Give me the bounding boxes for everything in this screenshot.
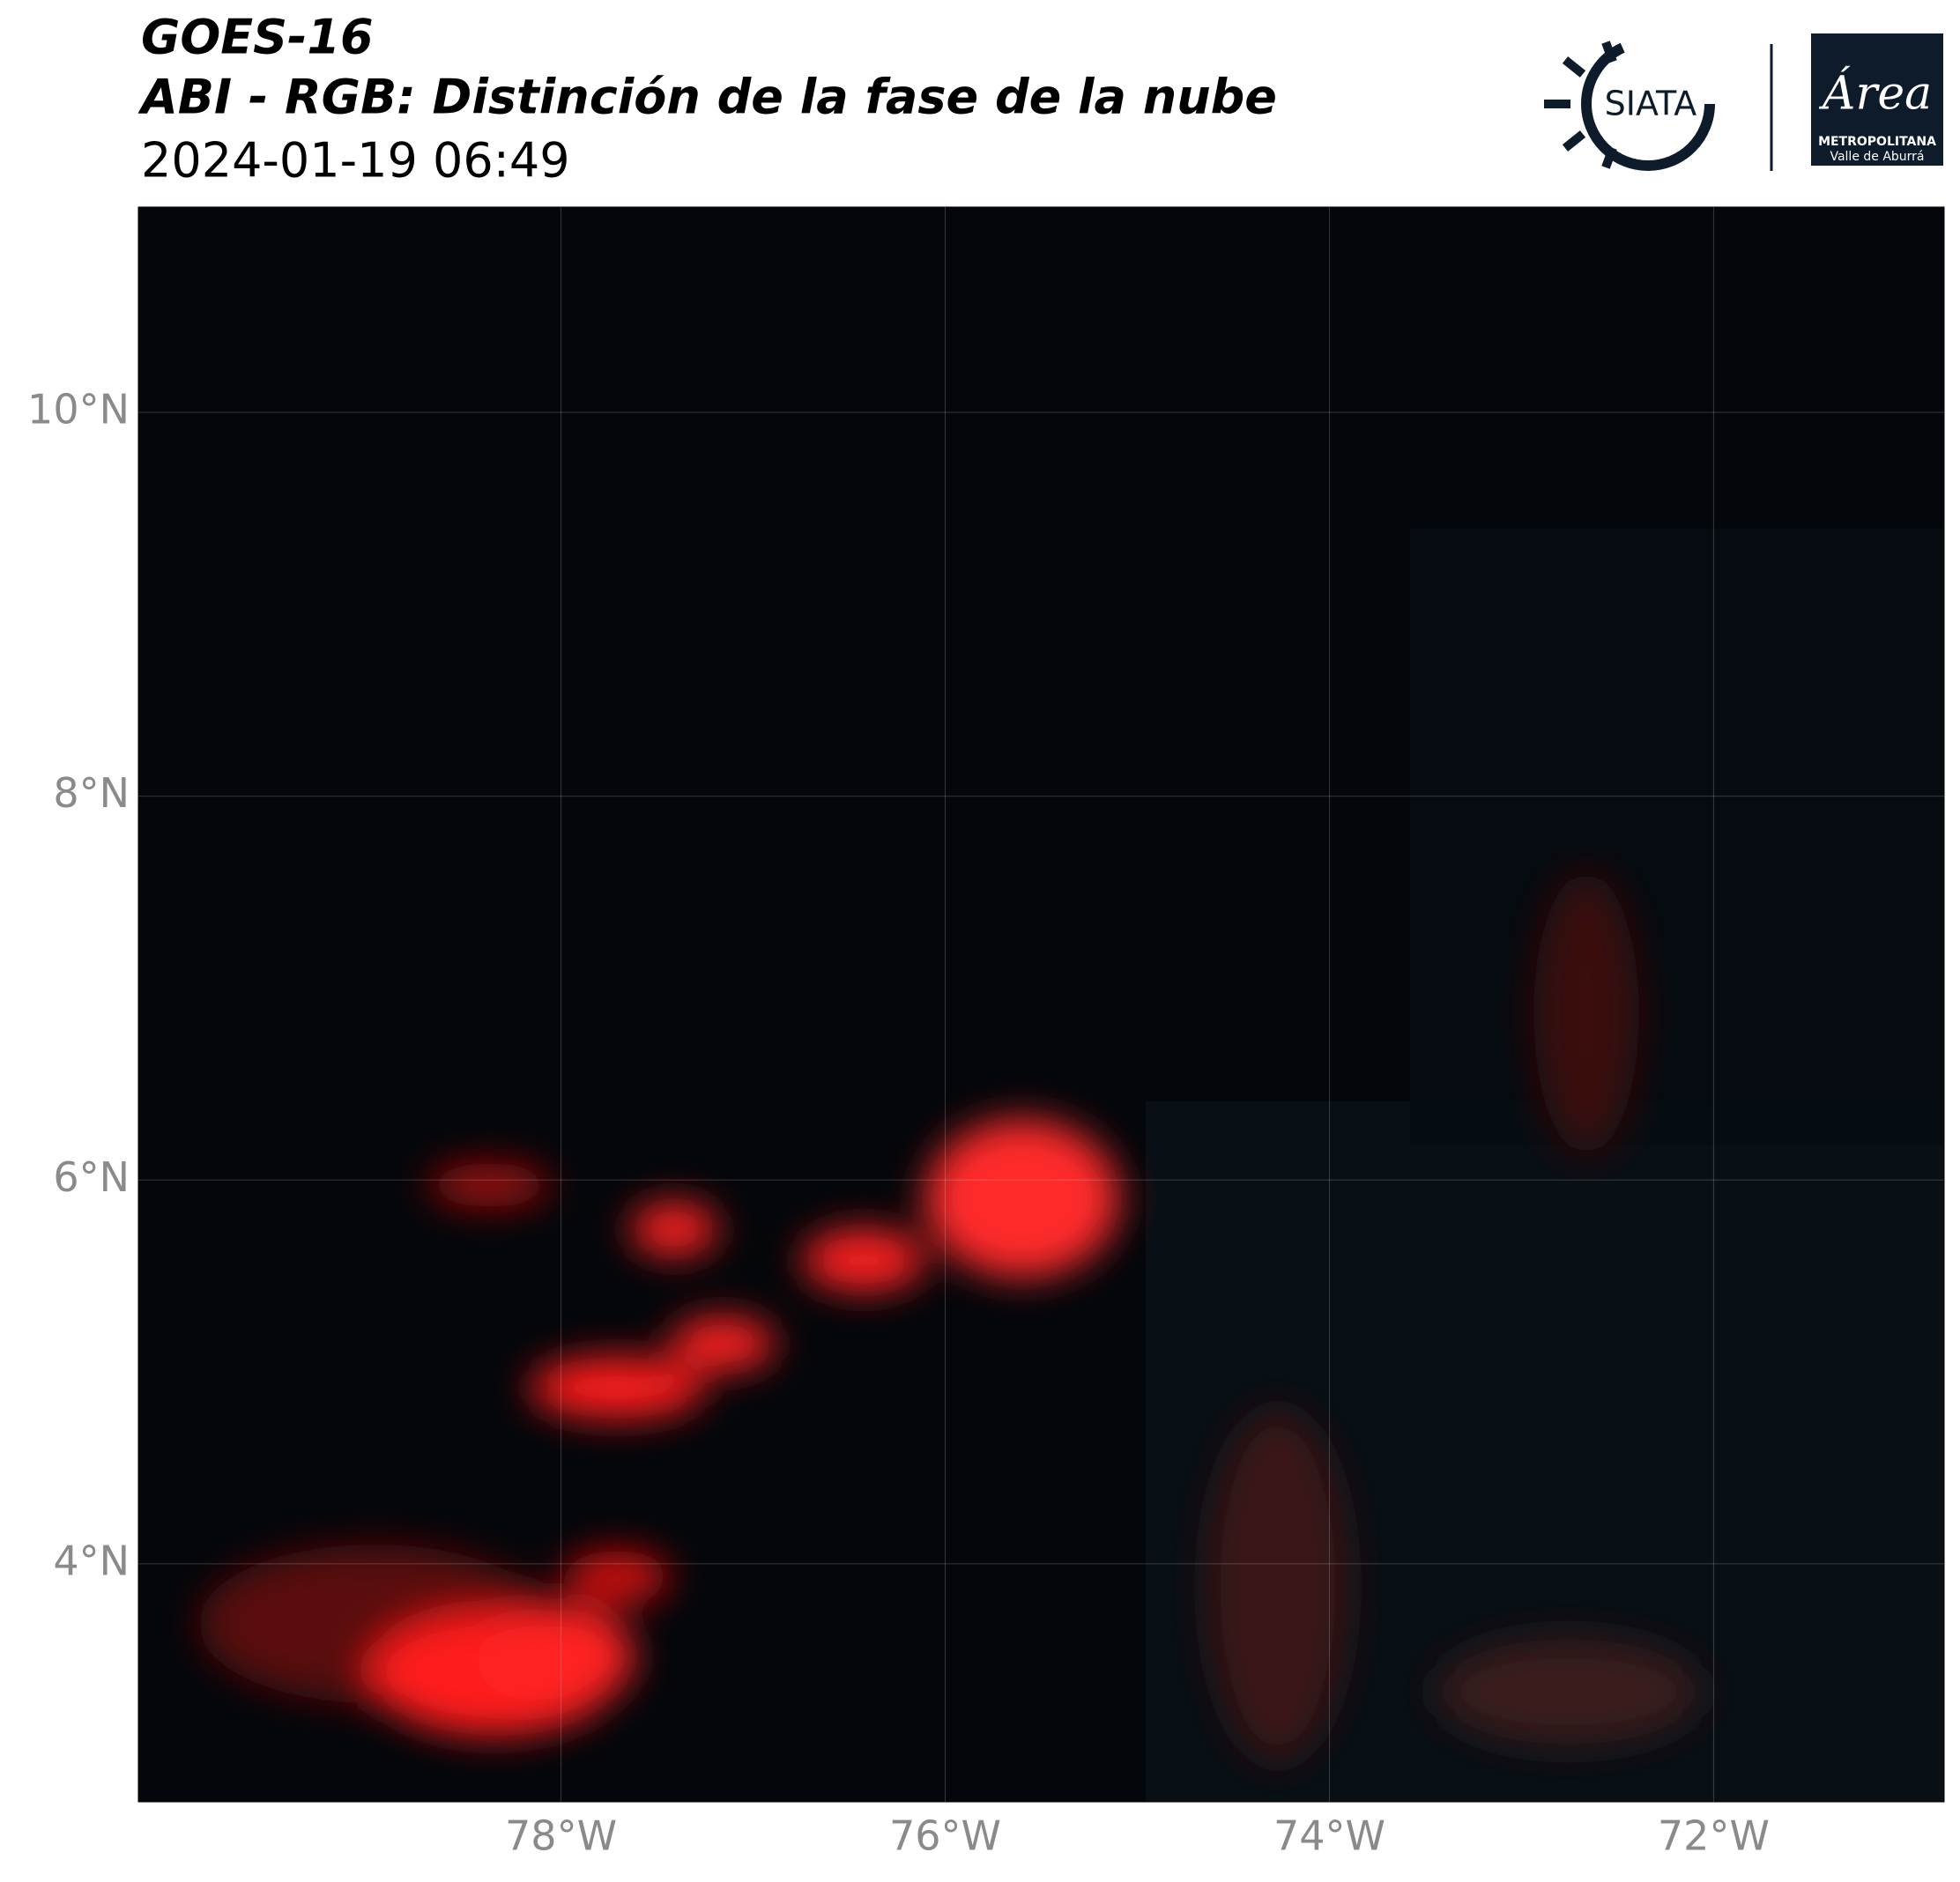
subtitle: ABI - RGB: Distinción de la fase de la n… [137, 70, 1277, 125]
area-line1: METROPOLITANA [1818, 135, 1936, 149]
x-tick-label: 76°W [889, 1812, 1001, 1860]
area-text: Área [1819, 66, 1932, 121]
map [138, 207, 1944, 1802]
area-logo: Área METROPOLITANA Valle de Aburrá [1811, 33, 1943, 166]
y-tick-label: 4°N [53, 1537, 130, 1584]
siata-logo: SIATA [1544, 37, 1715, 171]
x-tick-label: 74°W [1273, 1812, 1385, 1860]
x-tick-label: 78°W [505, 1812, 617, 1860]
title: GOES-16 [141, 10, 374, 65]
date: 2024-01-19 06:49 [141, 133, 570, 189]
area-line2: Valle de Aburrá [1830, 150, 1924, 164]
y-tick-label: 8°N [53, 769, 130, 817]
y-tick-label: 6°N [53, 1153, 130, 1201]
map-frame [137, 206, 1945, 1803]
siata-text: SIATA [1605, 85, 1697, 123]
y-tick-label: 10°N [27, 386, 130, 433]
x-tick-label: 72°W [1658, 1812, 1770, 1860]
